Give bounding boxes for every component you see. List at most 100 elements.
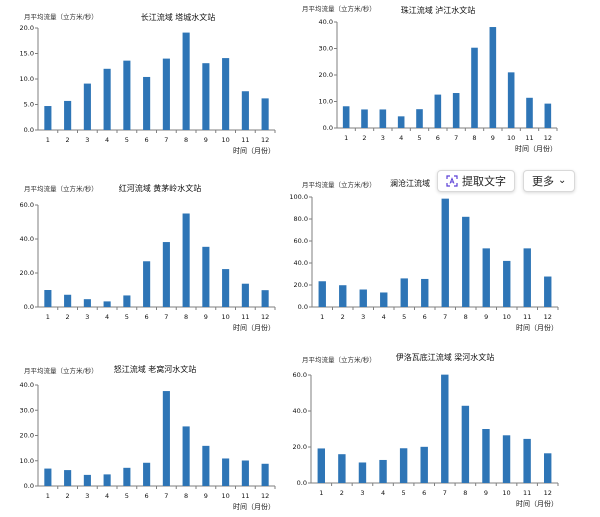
x-tick-label: 7 [443,313,447,321]
x-tick-label: 5 [125,136,129,144]
chart-svg: 月平均流量（立方米/秒） 长江流域 塔城水文站 0.0 5.0 10.0 15.0 20.0… [20,12,276,155]
bar-month-5 [416,109,423,128]
chart-panel-pearl: 月平均流量（立方米/秒） 珠江流域 泸江水文站 0.0 10.0 20.0 30.0 40.… [300,0,600,172]
y-axis-label: 月平均流量（立方米/秒） [302,355,376,364]
x-tick-label: 2 [66,492,70,500]
y-tick-label: 40.0 [20,235,34,243]
chart-title: 红河流域 黄茅岭水文站 [119,183,202,193]
bar-month-6 [421,278,429,307]
y-tick-label: 20.0 [20,269,34,277]
bar-month-5 [123,60,131,130]
x-tick-label: 5 [402,313,406,321]
bar-month-2 [361,109,368,128]
x-tick-label: 10 [507,134,515,142]
y-tick-label: 15.0 [20,50,34,58]
y-tick-label: 5.0 [24,101,34,109]
bar-month-8 [471,47,478,128]
x-tick-label: 6 [436,134,440,142]
y-tick-label: 60.0 [293,371,307,379]
bar-month-3 [358,462,367,483]
y-tick-label: 0.0 [297,479,307,487]
bar-month-12 [544,276,552,307]
x-tick-label: 6 [423,313,427,321]
bar-month-12 [261,98,269,130]
x-tick-label: 1 [46,492,50,500]
bar-month-10 [503,260,511,307]
x-tick-label: 5 [402,489,406,497]
bar-month-11 [526,97,533,128]
bar-month-11 [241,460,249,486]
x-tick-label: 7 [443,489,447,497]
y-tick-label: 20.0 [20,24,34,32]
bar-month-9 [202,63,210,130]
extract-text-label: 提取文字 [462,175,506,188]
x-tick-label: 1 [320,313,324,321]
x-tick-label: 4 [382,313,386,321]
x-tick-label: 2 [66,313,70,321]
x-tick-label: 7 [164,136,168,144]
bar-month-11 [523,438,531,483]
more-button[interactable]: 更多 ⌄ [523,170,576,192]
x-tick-label: 5 [417,134,421,142]
x-tick-label: 3 [361,313,365,321]
bar-month-12 [544,453,552,483]
x-tick-label: 12 [544,313,552,321]
x-tick-label: 9 [484,313,488,321]
x-tick-label: 9 [484,489,488,497]
bar-month-3 [83,474,91,486]
bar-month-12 [261,463,269,486]
x-tick-label: 6 [145,492,149,500]
y-tick-label: 40.0 [20,381,34,389]
bar-month-12 [544,103,552,128]
y-tick-label: 0.0 [298,303,308,311]
bar-month-2 [339,285,347,307]
chart-title: 珠江流域 泸江水文站 [401,5,476,15]
x-axis-label: 时间（月份） [233,502,275,511]
extract-text-button[interactable]: 提取文字 [437,170,515,192]
x-tick-label: 8 [464,313,468,321]
bar-month-11 [241,91,249,130]
x-tick-label: 6 [145,313,149,321]
y-tick-label: 100.0 [289,193,308,201]
x-tick-label: 11 [523,313,531,321]
x-tick-label: 7 [164,492,168,500]
bar-month-7 [441,374,449,483]
y-tick-label: 30.0 [319,45,333,53]
x-tick-label: 3 [381,134,385,142]
bar-month-8 [182,213,190,307]
x-tick-label: 2 [340,489,344,497]
bar-month-11 [523,248,531,307]
bar-month-5 [123,295,131,307]
x-tick-label: 10 [503,313,511,321]
bar-month-9 [202,445,210,486]
y-tick-label: 20.0 [20,432,34,440]
x-tick-label: 12 [261,136,269,144]
y-tick-label: 20.0 [319,71,333,79]
bar-month-3 [359,289,367,307]
x-tick-label: 12 [261,313,269,321]
x-tick-label: 9 [204,136,208,144]
x-tick-label: 2 [66,136,70,144]
bar-month-1 [44,290,52,307]
chart-panel-yangtze: 月平均流量（立方米/秒） 长江流域 塔城水文站 0.0 5.0 10.0 15.0 20.0… [0,0,300,172]
bar-month-8 [462,216,470,307]
bar-month-1 [44,106,52,130]
bar-month-10 [222,458,230,486]
x-axis-label: 时间（月份） [233,323,275,332]
y-tick-label: 20.0 [293,443,307,451]
bar-month-10 [222,269,230,307]
x-tick-label: 3 [85,136,89,144]
x-tick-label: 4 [105,136,109,144]
x-tick-label: 4 [399,134,403,142]
x-tick-label: 2 [362,134,366,142]
chart-svg: 月平均流量（立方米/秒） 澜沧江流域 0.0 20.0 40.0 60.0 80.0 100.… [289,178,559,332]
image-toolbar: 提取文字 更多 ⌄ [437,170,576,192]
bar-month-4 [103,301,111,307]
chart-svg: 月平均流量（立方米/秒） 怒江流域 老窝河水文站 0.0 10.0 20.0 30.0 40… [20,364,276,511]
bar-month-2 [64,470,72,486]
chart-panel-lancang: 月平均流量（立方米/秒） 澜沧江流域 0.0 20.0 40.0 60.0 80.0 100.… [289,172,600,344]
bar-month-10 [502,435,511,483]
x-tick-label: 4 [381,489,385,497]
bar-month-2 [338,454,346,483]
